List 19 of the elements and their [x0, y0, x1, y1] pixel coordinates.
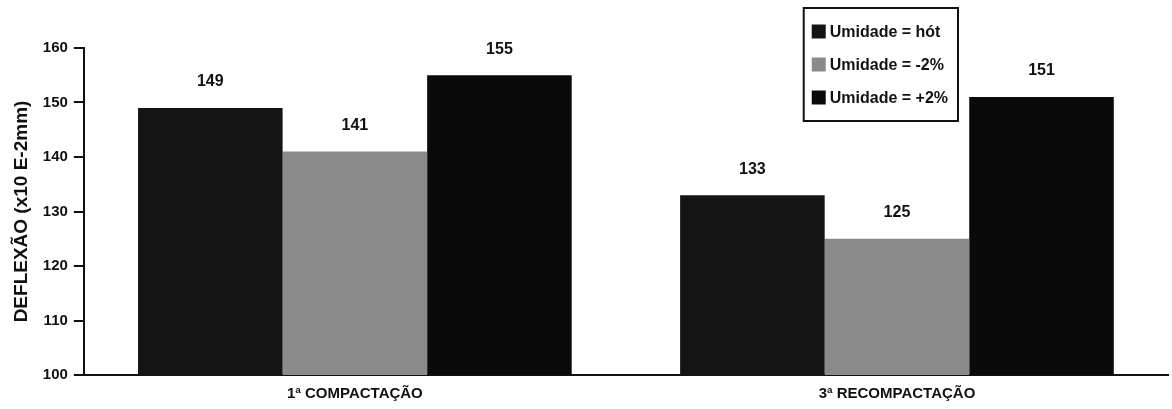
y-tick-label: 120 — [42, 256, 68, 274]
data-label: 133 — [739, 159, 766, 177]
y-axis-title: DEFLEXÃO (x10 E-2mm) — [9, 100, 31, 323]
y-tick-label: 100 — [42, 365, 68, 383]
y-tick-label: 130 — [42, 201, 68, 219]
legend-label: Umidade = -2% — [829, 55, 944, 73]
legend-label: Umidade = +2% — [829, 88, 949, 106]
x-tick-label: 1ª COMPACTAÇÃO — [286, 384, 424, 402]
data-label: 125 — [883, 203, 911, 221]
data-label: 151 — [1028, 61, 1055, 79]
legend-label: Umidade = hót — [829, 22, 942, 40]
y-tick-label: 110 — [43, 310, 68, 328]
data-label: 155 — [486, 39, 513, 57]
y-tick-label: 140 — [42, 147, 68, 165]
y-tick-label: 160 — [42, 38, 68, 56]
x-tick-label: 3ª RECOMPACTAÇÃO — [818, 384, 976, 402]
data-label: 149 — [196, 72, 224, 90]
data-label: 141 — [341, 115, 369, 133]
y-tick-label: 150 — [42, 92, 68, 110]
